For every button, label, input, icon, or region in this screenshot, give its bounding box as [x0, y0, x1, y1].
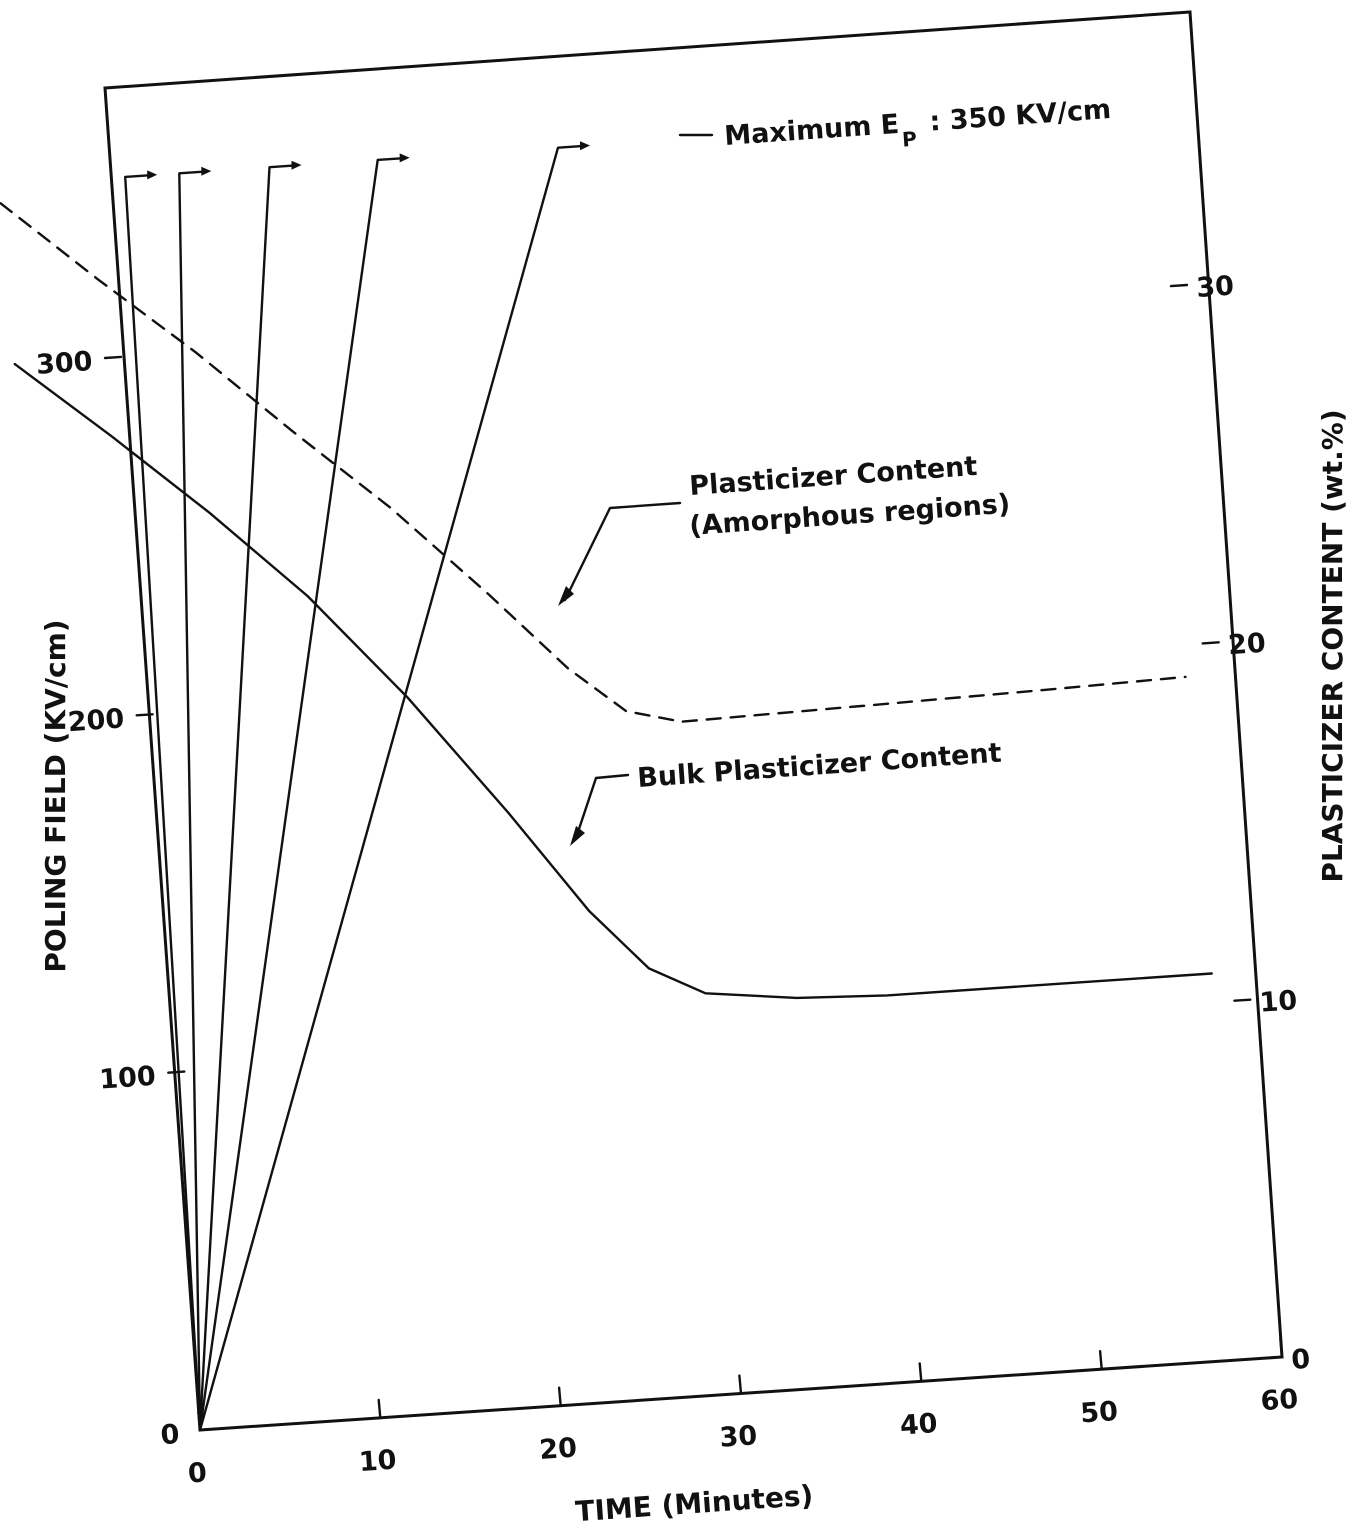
ramp-arrowhead-3 [291, 160, 302, 170]
y-left-tick-3 [103, 355, 123, 360]
x-tick-label-6: 60 [1260, 1384, 1300, 1418]
y-right-tick-1 [1233, 998, 1252, 1002]
ramp-arrowhead-2 [201, 166, 212, 176]
x-tick-5 [1098, 1349, 1103, 1371]
ramp-line-2 [178, 170, 203, 1432]
x-tick-1 [377, 1398, 382, 1420]
amorphous-leader-arrowhead [558, 586, 574, 606]
x-tick-6 [1279, 1337, 1284, 1359]
ramp-line-3 [198, 164, 293, 1432]
y-left-tick-label-0: 0 [160, 1419, 181, 1451]
y-left-tick-label-2: 200 [67, 703, 125, 738]
y-right-tick-3 [1169, 283, 1189, 288]
axis-ticks [103, 283, 1284, 1432]
amorphous-leader [563, 501, 682, 602]
x-tick-2 [557, 1386, 562, 1407]
x-tick-label-2: 20 [538, 1432, 578, 1466]
x-tick-label-5: 50 [1079, 1396, 1119, 1430]
amorphous-plasticizer-curve [0, 202, 1187, 723]
y-left-tick-0 [198, 1427, 218, 1432]
y-left-tick-2 [135, 713, 154, 717]
y-left-axis-title: POLING FIELD (KV/cm) [39, 619, 72, 972]
x-tick-label-0: 0 [187, 1457, 208, 1489]
ramp-line-4 [198, 157, 401, 1432]
bulk-plasticizer-curve [13, 362, 1213, 1000]
y-right-tick-label-1: 10 [1259, 985, 1299, 1019]
y-right-tick-0 [1264, 1355, 1284, 1360]
plasticizer-curves [0, 202, 1213, 1000]
x-axis-title: TIME (Minutes) [574, 1479, 814, 1526]
ramp-line-1 [124, 174, 202, 1432]
ramp-arrowhead-4 [399, 153, 410, 163]
x-tick-label-1: 10 [358, 1445, 398, 1479]
ramp-lines [124, 141, 590, 1432]
y-right-tick-label-0: 0 [1290, 1344, 1311, 1376]
y-left-tick-label-3: 300 [35, 346, 93, 381]
y-left-tick-1 [167, 1070, 186, 1074]
bulk-leader-arrowhead [570, 826, 585, 846]
y-right-tick-2 [1201, 641, 1220, 645]
ramp-arrowhead-5 [580, 141, 590, 151]
bulk-leader [574, 773, 630, 840]
y-right-tick-label-2: 20 [1227, 628, 1267, 662]
ramp-line-5 [198, 145, 582, 1432]
x-tick-label-4: 40 [899, 1408, 939, 1442]
tick-labels: 0 10 20 30 40 50 60 0 100 200 300 0 10 20 30 [35, 270, 1311, 1489]
y-left-tick-label-1: 100 [98, 1061, 156, 1096]
y-right-axis-title: PLASTICIZER CONTENT (wt.%) [1316, 409, 1349, 882]
bulk-annotation: Bulk Plasticizer Content [636, 738, 1002, 794]
x-tick-3 [738, 1374, 743, 1395]
ramp-arrowhead-1 [147, 170, 158, 180]
x-tick-4 [918, 1362, 923, 1383]
x-tick-0 [197, 1410, 202, 1432]
max-ep-annotation: Maximum EP: 350 KV/cm [723, 94, 1113, 164]
y-right-tick-label-3: 30 [1195, 270, 1235, 304]
x-tick-label-3: 30 [719, 1420, 759, 1454]
